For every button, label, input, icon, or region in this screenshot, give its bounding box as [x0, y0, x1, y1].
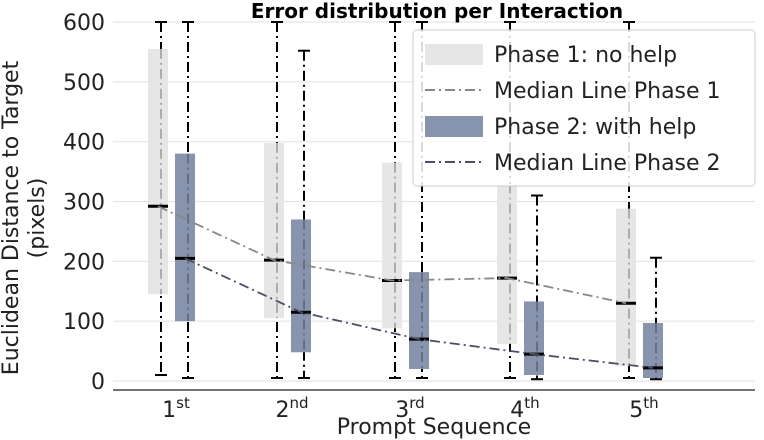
x-tick-base: 2 [275, 398, 289, 423]
x-tick-sup: rd [409, 394, 424, 412]
box-plot [643, 256, 663, 381]
y-tick-label: 200 [63, 250, 105, 275]
x-tick-base: 4 [510, 398, 524, 423]
box-plots [148, 21, 663, 381]
x-tick-label: 5th [629, 394, 658, 423]
x-tick-base: 5 [629, 398, 643, 423]
x-tick-label: 4th [510, 394, 539, 423]
box-plot [291, 49, 311, 380]
y-tick-label: 300 [63, 191, 105, 216]
box-plot [175, 21, 195, 380]
median-line-phase-2 [184, 257, 654, 369]
box [497, 183, 517, 344]
box [409, 272, 429, 370]
box [175, 153, 195, 322]
x-tick-label: 3rd [395, 394, 424, 423]
legend-swatch [425, 44, 483, 65]
box [382, 162, 402, 329]
x-tick-sup: st [176, 394, 190, 412]
box [148, 48, 168, 295]
y-axis-label: Euclidean Distance to Target (pixels) [0, 60, 50, 375]
grid-lines: 0 100 200 300 400 500 600 [63, 11, 755, 395]
y-axis-label-line2: (pixels) [25, 178, 50, 259]
box [264, 142, 284, 319]
y-tick-label: 400 [63, 131, 105, 156]
legend-label: Phase 1: no help [494, 43, 677, 68]
y-axis-label-line1: Euclidean Distance to Target [0, 60, 24, 375]
legend-label: Phase 2: with help [494, 115, 696, 140]
box [643, 322, 663, 379]
box-plot [148, 21, 168, 377]
legend: Phase 1: no help Median Line Phase 1 Phase… [412, 29, 756, 187]
x-tick-label: 1st [162, 394, 190, 423]
x-tick-base: 1 [162, 398, 176, 423]
box [616, 208, 636, 367]
box [291, 219, 311, 353]
legend-frame [412, 29, 756, 187]
x-tick-sup: th [643, 394, 658, 412]
chart-title: Error distribution per Interaction [251, 0, 623, 23]
y-tick-label: 0 [91, 370, 105, 395]
axes: 1st 2nd 3rd 4th 5th [113, 389, 755, 423]
y-tick-label: 600 [63, 11, 105, 36]
x-tick-label: 2nd [275, 394, 308, 423]
legend-swatch [425, 116, 483, 137]
x-tick-sup: th [524, 394, 539, 412]
y-tick-label: 100 [63, 310, 105, 335]
legend-label: Median Line Phase 2 [494, 151, 721, 176]
box-plot [264, 21, 284, 380]
x-tick-sup: nd [289, 394, 308, 412]
x-axis-label: Prompt Sequence [337, 415, 531, 440]
x-tick-base: 3 [395, 398, 409, 423]
y-tick-label: 500 [63, 71, 105, 96]
legend-label: Median Line Phase 1 [494, 79, 721, 104]
box-plot [382, 21, 402, 380]
box-plot [524, 194, 544, 381]
median-line-phase-1 [157, 205, 627, 305]
box [524, 301, 544, 376]
median-lines [157, 205, 654, 369]
